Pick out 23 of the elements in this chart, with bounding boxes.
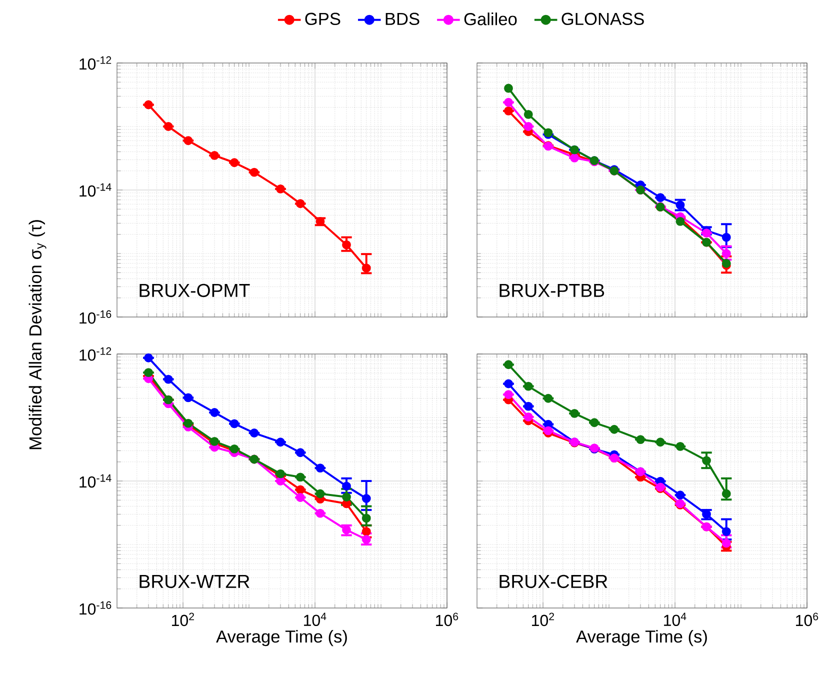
legend-label: GPS bbox=[305, 12, 340, 26]
y-tick-label: 10$^{-14}$ bbox=[80, 474, 112, 488]
x-tick-label: 10$^{2}$ bbox=[532, 612, 554, 626]
annotation: BRUX-PTBB bbox=[500, 284, 604, 298]
x-axis-title: Average Time (s) bbox=[576, 630, 707, 646]
y-tick-label: 10$^{-16}$ bbox=[80, 310, 112, 324]
annotation: BRUX-CEBR bbox=[500, 574, 608, 588]
y-tick-label: 10$^{-12}$ bbox=[80, 56, 112, 70]
x-tick-label: 10$^{4}$ bbox=[304, 612, 326, 626]
legend-label: Galileo bbox=[464, 12, 517, 26]
x-axis-title: Average Time (s) bbox=[216, 630, 347, 646]
y-tick-label: 10$^{-14}$ bbox=[80, 183, 112, 197]
annotation: BRUX-OPMT bbox=[140, 284, 250, 298]
y-tick-label: 10$^{-12}$ bbox=[80, 347, 112, 361]
y-axis-title: Modified Allan Deviation σ$_{y}$ (τ) bbox=[28, 220, 46, 450]
x-tick-label: 10$^{6}$ bbox=[796, 612, 818, 626]
x-tick-label: 10$^{2}$ bbox=[172, 612, 194, 626]
annotation: BRUX-WTZR bbox=[140, 575, 250, 588]
x-tick-label: 10$^{4}$ bbox=[664, 612, 686, 626]
x-tick-label: 10$^{6}$ bbox=[436, 612, 458, 626]
y-tick-label: 10$^{-16}$ bbox=[80, 601, 112, 615]
legend-label: BDS bbox=[386, 12, 420, 26]
legend-label: GLONASS bbox=[562, 12, 644, 26]
